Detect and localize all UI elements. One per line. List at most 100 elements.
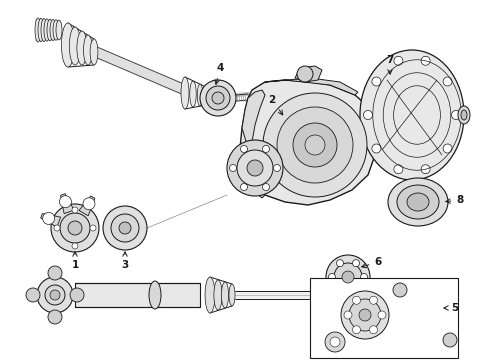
Circle shape: [263, 93, 367, 197]
Ellipse shape: [38, 18, 44, 42]
Circle shape: [372, 144, 381, 153]
Ellipse shape: [221, 282, 228, 308]
Circle shape: [227, 140, 283, 196]
Ellipse shape: [458, 106, 470, 124]
Ellipse shape: [181, 77, 189, 109]
Text: 6: 6: [362, 257, 382, 268]
Ellipse shape: [197, 84, 203, 106]
Ellipse shape: [461, 110, 467, 120]
Circle shape: [111, 214, 139, 242]
Circle shape: [369, 296, 377, 304]
Text: 8: 8: [446, 195, 464, 205]
Circle shape: [359, 309, 371, 321]
Circle shape: [326, 255, 370, 299]
Polygon shape: [236, 148, 265, 198]
Polygon shape: [41, 213, 61, 227]
Circle shape: [263, 184, 270, 190]
Circle shape: [328, 274, 336, 280]
Ellipse shape: [44, 19, 50, 41]
Ellipse shape: [41, 19, 47, 41]
Circle shape: [378, 311, 386, 319]
Circle shape: [277, 107, 353, 183]
Circle shape: [337, 260, 343, 267]
Circle shape: [43, 212, 55, 224]
Circle shape: [297, 66, 313, 82]
Text: 3: 3: [122, 252, 129, 270]
Polygon shape: [61, 194, 74, 214]
Ellipse shape: [50, 19, 56, 40]
Circle shape: [349, 299, 381, 331]
Circle shape: [37, 277, 73, 313]
Circle shape: [451, 111, 461, 120]
Circle shape: [394, 56, 403, 65]
Circle shape: [369, 326, 377, 334]
Circle shape: [342, 271, 354, 283]
Ellipse shape: [77, 31, 87, 65]
Ellipse shape: [83, 35, 93, 65]
Polygon shape: [265, 78, 358, 95]
Circle shape: [393, 283, 407, 297]
Circle shape: [70, 288, 84, 302]
Ellipse shape: [149, 281, 161, 309]
Circle shape: [200, 80, 236, 116]
Circle shape: [90, 225, 96, 231]
Text: 5: 5: [444, 303, 459, 313]
Circle shape: [305, 135, 325, 155]
Circle shape: [206, 86, 230, 110]
Circle shape: [352, 287, 360, 294]
Circle shape: [60, 213, 90, 243]
Ellipse shape: [61, 23, 74, 67]
Polygon shape: [295, 66, 322, 82]
Circle shape: [68, 221, 82, 235]
Circle shape: [334, 263, 362, 291]
Circle shape: [337, 287, 343, 294]
Ellipse shape: [69, 27, 81, 65]
Polygon shape: [242, 90, 265, 148]
Circle shape: [361, 274, 368, 280]
Circle shape: [394, 165, 403, 174]
Ellipse shape: [47, 19, 53, 41]
Circle shape: [229, 165, 237, 171]
Circle shape: [421, 56, 430, 65]
Ellipse shape: [407, 193, 429, 211]
Polygon shape: [235, 291, 335, 299]
Ellipse shape: [360, 50, 464, 180]
Polygon shape: [240, 80, 378, 205]
Polygon shape: [96, 47, 185, 95]
Circle shape: [352, 260, 360, 267]
Circle shape: [45, 285, 65, 305]
Circle shape: [293, 123, 337, 167]
Circle shape: [352, 296, 361, 304]
Circle shape: [443, 333, 457, 347]
Ellipse shape: [204, 87, 208, 105]
Circle shape: [83, 198, 95, 210]
Ellipse shape: [35, 18, 41, 42]
Circle shape: [443, 144, 452, 153]
Circle shape: [72, 243, 78, 249]
Circle shape: [421, 165, 430, 174]
Circle shape: [325, 332, 345, 352]
Polygon shape: [79, 196, 95, 216]
Circle shape: [237, 150, 273, 186]
Circle shape: [344, 311, 352, 319]
Circle shape: [330, 337, 340, 347]
Circle shape: [372, 77, 381, 86]
Ellipse shape: [53, 20, 59, 40]
Circle shape: [72, 207, 78, 213]
Text: 1: 1: [72, 252, 78, 270]
FancyBboxPatch shape: [310, 278, 458, 358]
Circle shape: [119, 222, 131, 234]
Polygon shape: [75, 283, 200, 307]
Ellipse shape: [205, 277, 215, 313]
Text: 7: 7: [386, 55, 393, 74]
Ellipse shape: [229, 284, 235, 306]
Circle shape: [51, 204, 99, 252]
Ellipse shape: [397, 185, 439, 219]
Circle shape: [273, 165, 280, 171]
Circle shape: [48, 266, 62, 280]
Circle shape: [212, 92, 224, 104]
Circle shape: [241, 184, 247, 190]
Text: 4: 4: [215, 63, 224, 84]
Circle shape: [59, 196, 72, 208]
Ellipse shape: [56, 20, 62, 40]
